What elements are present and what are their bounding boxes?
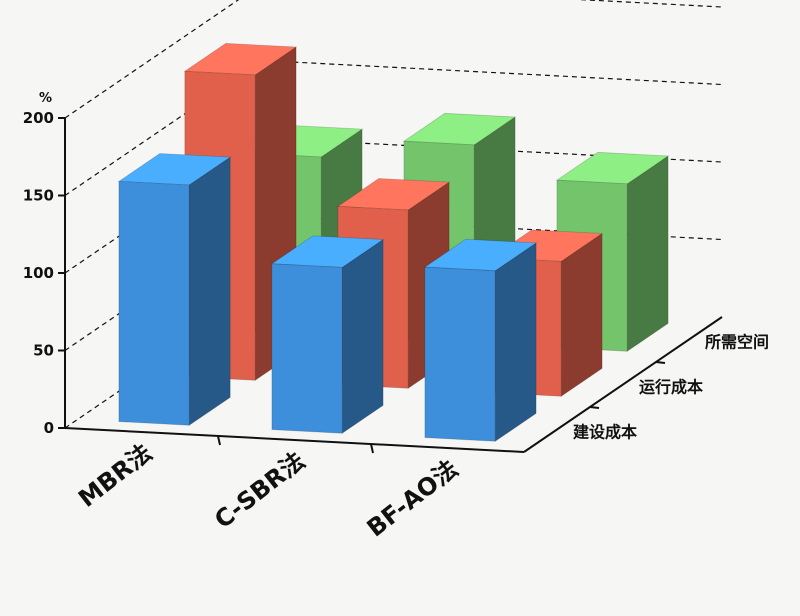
bar-side bbox=[494, 242, 537, 443]
y-tick-label: 0 bbox=[44, 419, 54, 437]
y-tick-label: 200 bbox=[23, 109, 54, 127]
bar-top bbox=[423, 238, 538, 272]
bar bbox=[117, 153, 232, 427]
bar-top bbox=[555, 151, 670, 185]
series-label: 所需空间 bbox=[705, 333, 769, 352]
bar bbox=[423, 238, 538, 443]
bar-front bbox=[118, 180, 190, 426]
bar-top bbox=[270, 235, 385, 268]
gridline bbox=[64, 0, 723, 119]
depth-tick bbox=[589, 406, 600, 409]
y-tick-label: 150 bbox=[23, 187, 54, 205]
depth-tick bbox=[655, 361, 666, 364]
bar-front bbox=[271, 263, 343, 434]
bars-layer bbox=[117, 42, 670, 443]
axes-layer bbox=[58, 117, 723, 454]
bar-side bbox=[626, 155, 669, 353]
bar-side bbox=[341, 238, 384, 435]
depth-axis-line bbox=[523, 316, 723, 453]
bar bbox=[270, 235, 385, 435]
series-label: 运行成本 bbox=[639, 378, 703, 397]
bar-side bbox=[188, 156, 231, 427]
bar-top bbox=[402, 112, 517, 146]
x-category-label: MBR法 bbox=[73, 439, 157, 513]
x-axis-line bbox=[64, 427, 525, 453]
bar-side bbox=[560, 232, 603, 398]
x-tick bbox=[217, 435, 221, 446]
series-label: 建设成本 bbox=[573, 423, 637, 442]
bar-front bbox=[424, 266, 496, 442]
y-unit-label: % bbox=[39, 91, 52, 106]
x-category-label: C-SBR法 bbox=[209, 447, 310, 534]
x-tick bbox=[370, 443, 374, 454]
y-tick-label: 100 bbox=[23, 264, 54, 282]
y-tick-label: 50 bbox=[33, 342, 54, 360]
x-category-label: BF-AO法 bbox=[362, 455, 463, 543]
